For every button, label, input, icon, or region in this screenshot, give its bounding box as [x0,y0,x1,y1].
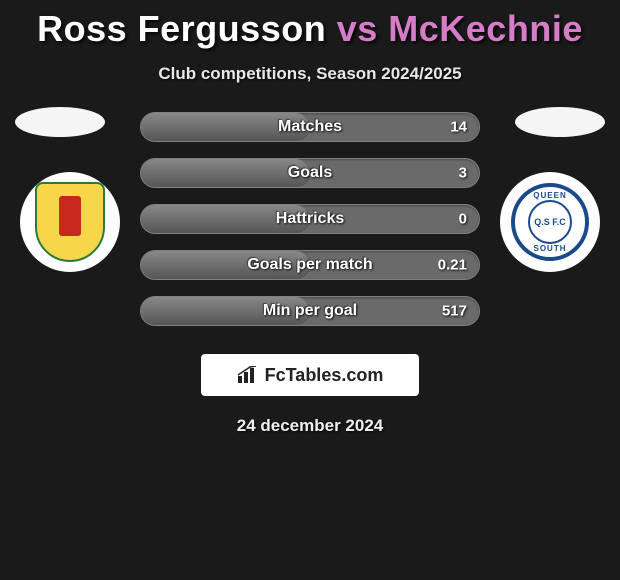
player2-photo-placeholder [515,107,605,137]
qos-inner-text: Q.S F.C [528,200,572,244]
stat-bars: Matches 14 Goals 3 Hattricks 0 Goals per match… [140,112,480,342]
stat-bar: Goals per match 0.21 [140,250,480,280]
stat-right-value: 0.21 [438,257,467,274]
qos-bottom-text: SOUTH [534,244,567,253]
subtitle: Club competitions, Season 2024/2025 [0,64,620,84]
club-left-badge [20,172,120,272]
stat-bar-fill [141,159,310,187]
stat-label: Goals per match [247,256,372,274]
vs-label: vs [337,8,378,49]
annan-crest-icon [35,182,105,262]
qos-top-text: QUEEN [533,191,566,200]
stat-right-value: 517 [442,303,467,320]
stat-right-value: 3 [459,165,467,182]
stat-right-value: 14 [450,119,467,136]
brand-text: FcTables.com [265,365,384,386]
stat-bar: Matches 14 [140,112,480,142]
stat-label: Hattricks [276,210,344,228]
stat-right-value: 0 [459,211,467,228]
club-right-badge: QUEEN Q.S F.C SOUTH [500,172,600,272]
stat-label: Min per goal [263,302,357,320]
player1-photo-placeholder [15,107,105,137]
header: Ross Fergusson vs McKechnie Club competi… [0,0,620,84]
stat-label: Goals [288,164,332,182]
qos-crest-icon: QUEEN Q.S F.C SOUTH [511,183,589,261]
stat-bar: Min per goal 517 [140,296,480,326]
player1-name: Ross Fergusson [37,8,326,49]
stat-bar: Hattricks 0 [140,204,480,234]
player2-name: McKechnie [388,8,583,49]
brand-badge[interactable]: FcTables.com [201,354,419,396]
stat-bar: Goals 3 [140,158,480,188]
date-label: 24 december 2024 [0,416,620,436]
comparison-main: QUEEN Q.S F.C SOUTH Matches 14 Goals 3 Hattr… [0,112,620,342]
bar-chart-icon [237,366,259,384]
stat-label: Matches [278,118,342,136]
page-title: Ross Fergusson vs McKechnie [0,8,620,50]
